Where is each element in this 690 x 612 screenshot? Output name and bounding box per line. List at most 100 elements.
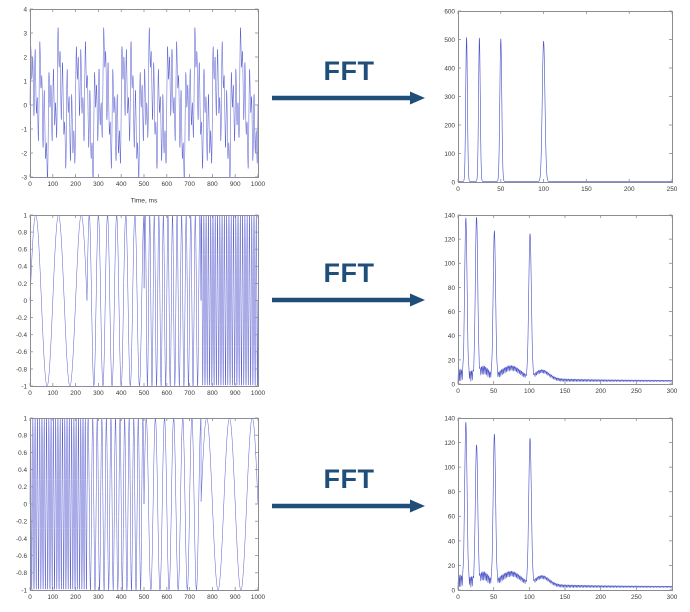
x-tick-label: 200 <box>70 390 81 397</box>
fft-arrow-1: FFT <box>270 0 428 204</box>
y-tick-label: 0.2 <box>18 484 27 491</box>
x-tick-label: 100 <box>47 390 58 397</box>
x-tick-label: 200 <box>595 594 606 601</box>
arrow-right-icon-1 <box>272 91 425 105</box>
axis-box <box>30 215 259 387</box>
y-tick-label: 600 <box>444 8 455 15</box>
y-tick-label: 60 <box>448 309 456 316</box>
y-tick-label: 100 <box>444 151 455 158</box>
plot-time-signal-stationary: 0 100 200 300 400 500 600 700 800 900 1000 -3 -2 -1 0 1… <box>4 0 270 204</box>
x-tick-label: 900 <box>230 181 241 188</box>
fft-label-3: FFT <box>323 464 375 494</box>
y-tick-label: -0.6 <box>16 349 27 356</box>
x-tick-label: 50 <box>490 388 498 395</box>
plot-fft-chirp-down: 0 50 100 150 200 250 300 0 20 40 60 80 100 120 140 <box>428 404 686 612</box>
y-tick-label: 200 <box>444 122 455 129</box>
axis-ticks: 0 50 100 150 200 250 300 0 20 40 60 80 100 120 140 <box>444 415 677 601</box>
x-tick-label: 0 <box>456 186 460 193</box>
y-tick-label: 0.4 <box>18 467 27 474</box>
y-tick-label: 0 <box>451 381 455 388</box>
x-tick-label: 250 <box>667 186 678 193</box>
x-tick-label: 400 <box>116 594 127 601</box>
x-tick-label: 300 <box>667 594 678 601</box>
x-tick-label: 400 <box>116 181 127 188</box>
y-tick-label: -0.2 <box>16 315 27 322</box>
axis-ticks: 0 50 100 150 200 250 0 100 200 300 400 500 600 <box>444 8 677 193</box>
x-tick-label: 100 <box>47 594 58 601</box>
y-tick-label: 3 <box>23 30 27 37</box>
x-tick-label: 400 <box>116 390 127 397</box>
x-tick-label: 0 <box>456 388 460 395</box>
arrow-right-icon-3 <box>272 499 425 513</box>
y-tick-label: 0.4 <box>18 264 27 271</box>
x-tick-label: 500 <box>139 390 150 397</box>
x-tick-label: 100 <box>538 186 549 193</box>
x-tick-label: 1000 <box>251 594 266 601</box>
data-trace-fft-chirp-down <box>457 422 673 588</box>
y-tick-label: -0.6 <box>16 553 27 560</box>
y-tick-label: 60 <box>448 514 456 521</box>
y-tick-label: 400 <box>444 65 455 72</box>
x-tick-label: 50 <box>497 186 505 193</box>
y-tick-label: 2 <box>23 54 27 61</box>
fft-arrow-2: FFT <box>270 204 428 404</box>
x-tick-label: 900 <box>230 594 241 601</box>
x-tick-label: 0 <box>28 594 32 601</box>
y-tick-label: 120 <box>444 237 455 244</box>
plot-fft-stationary: 0 50 100 150 200 250 0 100 200 300 400 500 600 <box>428 0 686 204</box>
axes-fft-stationary: 0 50 100 150 200 250 0 100 200 300 400 500 600 <box>444 8 677 193</box>
axis-ticks: 0 100 200 300 400 500 600 700 800 900 1000 -1 -0.8 -0… <box>16 212 266 397</box>
axes-chirp-up-signal: 0 100 200 300 400 500 600 700 800 900 1000 -1 -0.8 -0… <box>16 212 266 397</box>
y-tick-label: -1 <box>21 126 27 133</box>
axis-box <box>30 418 259 591</box>
y-tick-label: -0.4 <box>16 536 27 543</box>
x-tick-label: 500 <box>139 181 150 188</box>
data-trace-chirp-up-signal <box>29 214 259 387</box>
x-tick-label: 300 <box>93 181 104 188</box>
y-tick-label: 0.8 <box>18 433 27 440</box>
x-tick-label: 250 <box>631 594 642 601</box>
y-tick-label: -0.8 <box>16 366 27 373</box>
x-tick-label: 800 <box>207 594 218 601</box>
y-tick-label: 0 <box>451 587 455 594</box>
y-tick-label: 0 <box>451 179 455 186</box>
x-tick-label: 100 <box>524 594 535 601</box>
arrow-right-icon-2 <box>272 293 425 307</box>
x-tick-label: 200 <box>70 594 81 601</box>
y-tick-label: 0.6 <box>18 450 27 457</box>
y-tick-label: 120 <box>444 440 455 447</box>
fft-label-2: FFT <box>323 258 375 288</box>
axes-fft-chirp-up: 0 50 100 150 200 250 300 0 20 40 60 80 100 120 140 <box>444 212 677 395</box>
plot-chirp-down-signal: 0 100 200 300 400 500 600 700 800 900 1000 -1 -0.8 -0… <box>4 404 270 612</box>
y-tick-label: 100 <box>444 465 455 472</box>
data-trace-chirp-down-signal <box>29 417 259 591</box>
axes-fft-chirp-down: 0 50 100 150 200 250 300 0 20 40 60 80 100 120 140 <box>444 415 677 601</box>
x-tick-label: 300 <box>93 594 104 601</box>
axis-ticks: 0 100 200 300 400 500 600 700 800 900 1000 -3 -2 -1 0 1… <box>21 6 265 188</box>
y-tick-label: 80 <box>448 489 456 496</box>
y-tick-label: -0.8 <box>16 570 27 577</box>
y-tick-label: -0.2 <box>16 519 27 526</box>
axis-ticks: 0 100 200 300 400 500 600 700 800 900 1000 -1 -0.8 -0… <box>16 415 266 601</box>
y-tick-label: 0.2 <box>18 281 27 288</box>
x-tick-label: 500 <box>139 594 150 601</box>
y-tick-label: 300 <box>444 94 455 101</box>
x-tick-label: 150 <box>560 388 571 395</box>
y-tick-label: 100 <box>444 261 455 268</box>
x-tick-label: 50 <box>490 594 498 601</box>
fft-label-1: FFT <box>323 56 375 86</box>
y-tick-label: 1 <box>23 78 27 85</box>
axis-box <box>458 418 673 591</box>
x-tick-label: 200 <box>595 388 606 395</box>
y-tick-label: 140 <box>444 415 455 422</box>
data-trace-fft-stationary <box>457 37 673 182</box>
x-tick-label: 800 <box>207 390 218 397</box>
fft-arrow-3: FFT <box>270 404 428 612</box>
axis-box <box>30 9 259 178</box>
x-tick-label: 100 <box>524 388 535 395</box>
y-tick-label: -1 <box>21 383 27 390</box>
y-tick-label: 20 <box>448 563 456 570</box>
data-trace-fft-chirp-up <box>457 217 673 382</box>
y-tick-label: -0.4 <box>16 332 27 339</box>
